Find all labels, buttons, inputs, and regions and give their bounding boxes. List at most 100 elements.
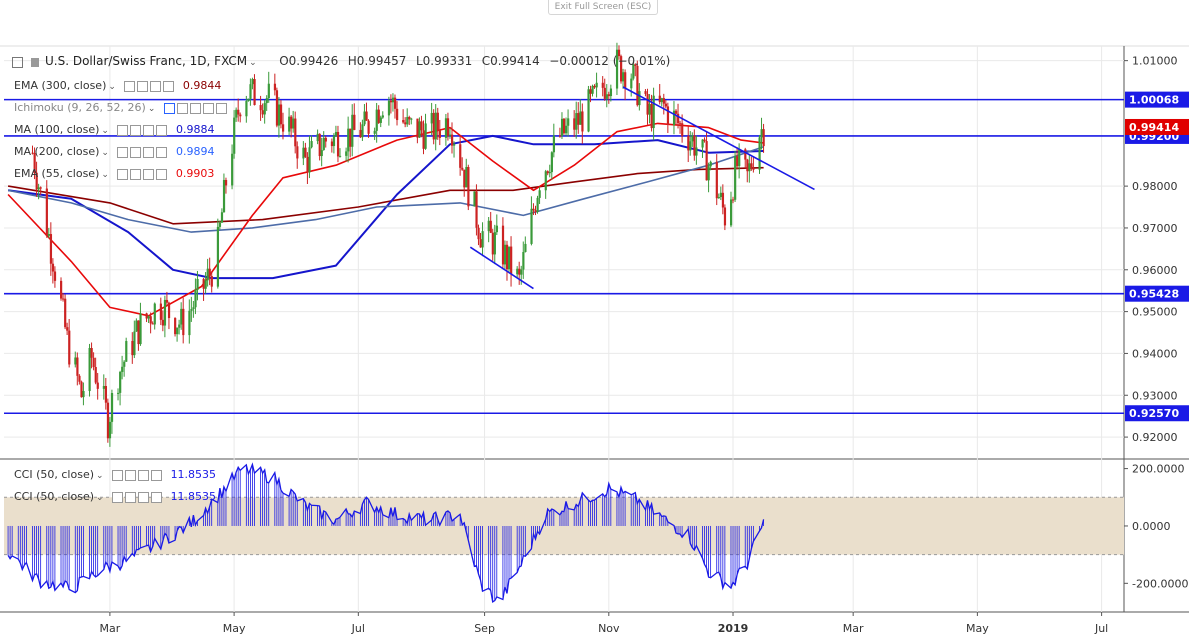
candle-body xyxy=(393,97,397,109)
candle-body xyxy=(74,357,77,365)
candle-body xyxy=(524,243,527,252)
candle-body xyxy=(677,113,680,124)
close-icon[interactable] xyxy=(156,168,168,180)
candle-body xyxy=(117,392,120,394)
chevron-down-icon[interactable]: ⌄ xyxy=(101,148,109,158)
candle-body xyxy=(194,289,197,308)
indicator-label: EMA (55, close) xyxy=(14,167,100,180)
eye-icon[interactable] xyxy=(124,80,136,92)
x-tick-label: May xyxy=(966,622,989,635)
chevron-down-icon[interactable]: ⌄ xyxy=(101,170,109,180)
candle-body xyxy=(648,104,651,115)
candle-body xyxy=(473,191,476,207)
indicator-ma200[interactable]: MA (200, close) ⌄ 0.9894 xyxy=(14,145,214,158)
settings-icon[interactable] xyxy=(125,491,137,503)
candle-body xyxy=(365,111,368,121)
symbol-title[interactable]: U.S. Dollar/Swiss Franc, 1D, FXCM xyxy=(45,54,248,68)
candle-body xyxy=(137,320,140,345)
symbol-icon xyxy=(30,57,39,67)
settings-icon[interactable] xyxy=(130,146,142,158)
candle-body xyxy=(650,104,653,129)
indicator-ema55[interactable]: EMA (55, close) ⌄ 0.9903 xyxy=(14,167,214,180)
close-icon[interactable] xyxy=(156,146,168,158)
add-icon[interactable] xyxy=(143,124,155,136)
eye-icon[interactable] xyxy=(112,469,124,481)
close-icon[interactable] xyxy=(163,80,175,92)
candle-body xyxy=(39,187,42,189)
candle-body xyxy=(758,137,761,170)
settings-icon[interactable] xyxy=(130,124,142,136)
y-tick-label: 0.93000 xyxy=(1132,389,1178,402)
candle-body xyxy=(279,104,283,125)
cci-legend-1[interactable]: CCI (50, close) ⌄ 11.8535 xyxy=(14,468,216,481)
candle-body xyxy=(632,64,635,79)
indicator-ema300[interactable]: EMA (300, close) ⌄ 0.9844 xyxy=(14,79,221,92)
collapse-icon[interactable] xyxy=(12,56,23,68)
close-icon[interactable] xyxy=(215,102,227,114)
eye-icon[interactable] xyxy=(117,146,129,158)
settings-icon[interactable] xyxy=(176,102,188,114)
close-icon[interactable] xyxy=(151,469,163,481)
chevron-down-icon[interactable]: ⌄ xyxy=(108,82,116,92)
candle-body xyxy=(261,110,264,115)
add-icon[interactable] xyxy=(150,80,162,92)
candle-body xyxy=(664,103,668,107)
chevron-down-icon[interactable]: ⌄ xyxy=(96,493,104,503)
candle-body xyxy=(165,299,169,303)
candle-body xyxy=(330,141,334,147)
settings-icon[interactable] xyxy=(125,469,137,481)
cci-legend-2[interactable]: CCI (50, close) ⌄ 11.8535 xyxy=(14,490,216,503)
add-icon[interactable] xyxy=(143,168,155,180)
eye-off-icon[interactable] xyxy=(163,102,175,114)
candle-body xyxy=(188,310,191,336)
add-icon[interactable] xyxy=(202,102,214,114)
candle-body xyxy=(459,144,462,168)
level-label: 0.92570 xyxy=(1129,407,1179,420)
indicator-ma100[interactable]: MA (100, close) ⌄ 0.9884 xyxy=(14,123,214,136)
level-tag xyxy=(1125,91,1189,108)
candle-body xyxy=(715,161,718,199)
candle-body xyxy=(108,421,112,439)
eye-icon[interactable] xyxy=(117,124,129,136)
candle-body xyxy=(703,139,706,142)
candle-body xyxy=(288,116,291,132)
close-icon[interactable] xyxy=(151,491,163,503)
source-icon[interactable] xyxy=(189,102,201,114)
add-icon[interactable] xyxy=(138,469,150,481)
candle-body xyxy=(90,348,93,358)
settings-icon[interactable] xyxy=(130,168,142,180)
candle-body xyxy=(481,231,484,248)
candle-body xyxy=(237,109,240,115)
candle-body xyxy=(646,93,649,115)
candle-body xyxy=(222,179,226,213)
chevron-down-icon[interactable]: ⌄ xyxy=(101,126,109,136)
candle-body xyxy=(453,144,456,146)
candle-body xyxy=(410,118,413,120)
chevron-down-icon[interactable]: ⌄ xyxy=(96,471,104,481)
close-icon[interactable] xyxy=(156,124,168,136)
chevron-down-icon[interactable]: ⌄ xyxy=(249,58,257,68)
y-tick-label: 0.98000 xyxy=(1132,180,1178,193)
indicator-ichimoku[interactable]: Ichimoku (9, 26, 52, 26) ⌄ xyxy=(14,101,229,114)
candle-body xyxy=(534,210,537,212)
eye-icon[interactable] xyxy=(112,491,124,503)
eye-icon[interactable] xyxy=(117,168,129,180)
candle-body xyxy=(316,133,319,142)
trendline-wedge xyxy=(469,246,534,290)
add-icon[interactable] xyxy=(138,491,150,503)
add-icon[interactable] xyxy=(143,146,155,158)
chevron-down-icon[interactable]: ⌄ xyxy=(147,104,156,114)
settings-icon[interactable] xyxy=(137,80,149,92)
candle-body xyxy=(92,357,95,367)
candle-body xyxy=(235,109,238,118)
cci-tick-label: -200.0000 xyxy=(1132,577,1188,590)
candle-body xyxy=(510,246,513,275)
candle-body xyxy=(180,308,183,325)
ohlc-close: C0.99414 xyxy=(481,54,540,68)
candle-body xyxy=(363,111,366,125)
exit-fullscreen-button[interactable]: Exit Full Screen (ESC) xyxy=(548,0,658,15)
candle-body xyxy=(131,341,134,356)
candle-body xyxy=(446,118,450,136)
level-tag xyxy=(1125,285,1189,302)
